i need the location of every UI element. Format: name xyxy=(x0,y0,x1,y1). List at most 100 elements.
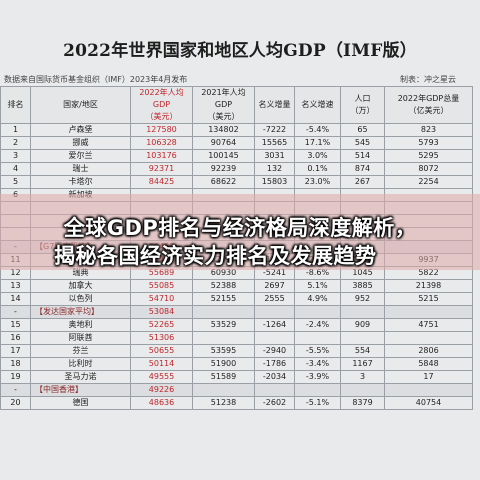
cell-population: 514 xyxy=(340,149,385,163)
table-row: 4 瑞士 92371 92239 132 0.1% 874 8072 xyxy=(0,162,473,176)
cell-gdp-2022: 50114 xyxy=(130,357,193,371)
table-row: - 【中国香港】 49226 xyxy=(0,383,473,397)
table-row: 5 卡塔尔 84425 68622 15803 23.0% 267 2254 xyxy=(0,175,473,189)
cell-gdp-total: 5848 xyxy=(384,357,473,371)
cell-growth: -3.4% xyxy=(294,357,341,371)
cell-growth xyxy=(294,305,341,319)
cell-gdp-2022: 52265 xyxy=(130,318,193,332)
cell-gdp-total xyxy=(384,331,473,345)
cell-gdp-2021 xyxy=(192,305,255,319)
cell-gdp-2022: 51306 xyxy=(130,331,193,345)
cell-increment: -7222 xyxy=(254,123,295,137)
cell-gdp-2021: 53529 xyxy=(192,318,255,332)
cell-gdp-2021: 134802 xyxy=(192,123,255,137)
header-gdp-total: 2022年GDP总量 （亿美元） xyxy=(384,86,473,124)
cell-increment: 15803 xyxy=(254,175,295,189)
cell-gdp-2021: 51238 xyxy=(192,396,255,410)
cell-gdp-2021: 92239 xyxy=(192,162,255,176)
cell-increment xyxy=(254,331,295,345)
header-rank: 排名 xyxy=(0,86,31,124)
table-row: 13 加拿大 55085 52388 2697 5.1% 3885 21398 xyxy=(0,279,473,293)
cell-gdp-2021: 52155 xyxy=(192,292,255,306)
cell-growth: 5.1% xyxy=(294,279,341,293)
cell-gdp-2021: 52388 xyxy=(192,279,255,293)
cell-growth: 3.0% xyxy=(294,149,341,163)
cell-growth: -5.5% xyxy=(294,344,341,358)
cell-population xyxy=(340,305,385,319)
cell-rank: 3 xyxy=(0,149,31,163)
cell-increment: -1786 xyxy=(254,357,295,371)
cell-gdp-2021: 53595 xyxy=(192,344,255,358)
cell-rank: 20 xyxy=(0,396,31,410)
cell-rank: 16 xyxy=(0,331,31,345)
cell-increment: -2034 xyxy=(254,370,295,384)
cell-rank: 13 xyxy=(0,279,31,293)
cell-population: 874 xyxy=(340,162,385,176)
cell-country: 爱尔兰 xyxy=(30,149,131,163)
cell-rank: - xyxy=(0,383,31,397)
cell-gdp-2021 xyxy=(192,331,255,345)
cell-growth: 4.9% xyxy=(294,292,341,306)
cell-gdp-2021: 90764 xyxy=(192,136,255,150)
cell-rank: 1 xyxy=(0,123,31,137)
cell-gdp-total: 823 xyxy=(384,123,473,137)
cell-population xyxy=(340,383,385,397)
cell-gdp-2021 xyxy=(192,383,255,397)
source-note: 数据来自国际货币基金组织（IMF）2023年4月发布 xyxy=(4,75,188,84)
cell-country: 德国 xyxy=(30,396,131,410)
cell-gdp-total: 4751 xyxy=(384,318,473,332)
cell-population: 267 xyxy=(340,175,385,189)
cell-increment: 2555 xyxy=(254,292,295,306)
cell-increment: 3031 xyxy=(254,149,295,163)
cell-gdp-total: 2806 xyxy=(384,344,473,358)
cell-increment: -2602 xyxy=(254,396,295,410)
cell-gdp-2021: 51900 xyxy=(192,357,255,371)
table-row: 16 阿联酋 51306 xyxy=(0,331,473,345)
table-header-row: 排名 国家/地区 2022年人均GDP （美元） 2021年人均GDP （美元）… xyxy=(0,86,473,124)
cell-country: 芬兰 xyxy=(30,344,131,358)
cell-increment: -2940 xyxy=(254,344,295,358)
cell-gdp-2022: 49555 xyxy=(130,370,193,384)
cell-increment: -1264 xyxy=(254,318,295,332)
author-note: 制表：冲之星云 xyxy=(400,75,456,84)
cell-gdp-total: 40754 xyxy=(384,396,473,410)
cell-rank: 17 xyxy=(0,344,31,358)
cell-gdp-2022: 84425 xyxy=(130,175,193,189)
cell-population: 545 xyxy=(340,136,385,150)
table-row: 19 圣马力诺 49555 51589 -2034 -3.9% 3 17 xyxy=(0,370,473,384)
cell-gdp-2022: 127580 xyxy=(130,123,193,137)
table-row: - 【发达国家平均】 53084 xyxy=(0,305,473,319)
cell-growth: -5.4% xyxy=(294,123,341,137)
cell-population: 65 xyxy=(340,123,385,137)
cell-population: 1167 xyxy=(340,357,385,371)
cell-population: 952 xyxy=(340,292,385,306)
cell-growth xyxy=(294,383,341,397)
cell-country: 挪威 xyxy=(30,136,131,150)
header-country: 国家/地区 xyxy=(30,86,131,124)
cell-gdp-2021: 51589 xyxy=(192,370,255,384)
cell-country: 比利时 xyxy=(30,357,131,371)
table-row: 18 比利时 50114 51900 -1786 -3.4% 1167 5848 xyxy=(0,357,473,371)
cell-increment: 2697 xyxy=(254,279,295,293)
cell-gdp-2022: 92371 xyxy=(130,162,193,176)
cell-gdp-total xyxy=(384,305,473,319)
cell-gdp-2022: 106328 xyxy=(130,136,193,150)
cell-gdp-total: 21398 xyxy=(384,279,473,293)
cell-increment xyxy=(254,383,295,397)
table-row: 3 爱尔兰 103176 100145 3031 3.0% 514 5295 xyxy=(0,149,473,163)
cell-rank: 4 xyxy=(0,162,31,176)
cell-gdp-2022: 48636 xyxy=(130,396,193,410)
cell-gdp-2021: 68622 xyxy=(192,175,255,189)
cell-rank: 19 xyxy=(0,370,31,384)
cell-gdp-2022: 53084 xyxy=(130,305,193,319)
cell-growth: -3.9% xyxy=(294,370,341,384)
cell-country: 以色列 xyxy=(30,292,131,306)
cell-country: 卢森堡 xyxy=(30,123,131,137)
cell-growth: -2.4% xyxy=(294,318,341,332)
cell-gdp-2021: 100145 xyxy=(192,149,255,163)
cell-gdp-total: 17 xyxy=(384,370,473,384)
cell-growth: 23.0% xyxy=(294,175,341,189)
cell-country: 加拿大 xyxy=(30,279,131,293)
cell-increment xyxy=(254,305,295,319)
